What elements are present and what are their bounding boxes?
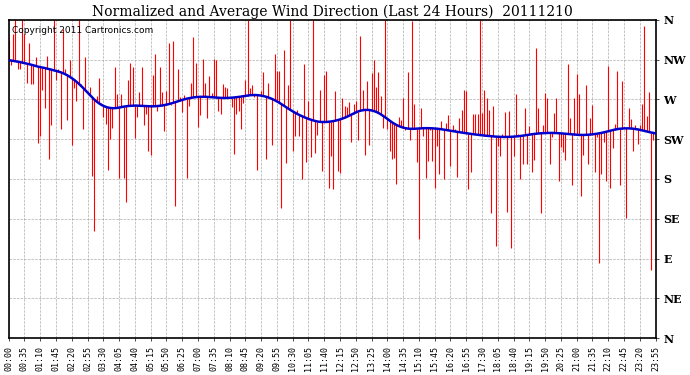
Title: Normalized and Average Wind Direction (Last 24 Hours)  20111210: Normalized and Average Wind Direction (L… (92, 4, 573, 18)
Text: Copyright 2011 Cartronics.com: Copyright 2011 Cartronics.com (12, 26, 153, 35)
